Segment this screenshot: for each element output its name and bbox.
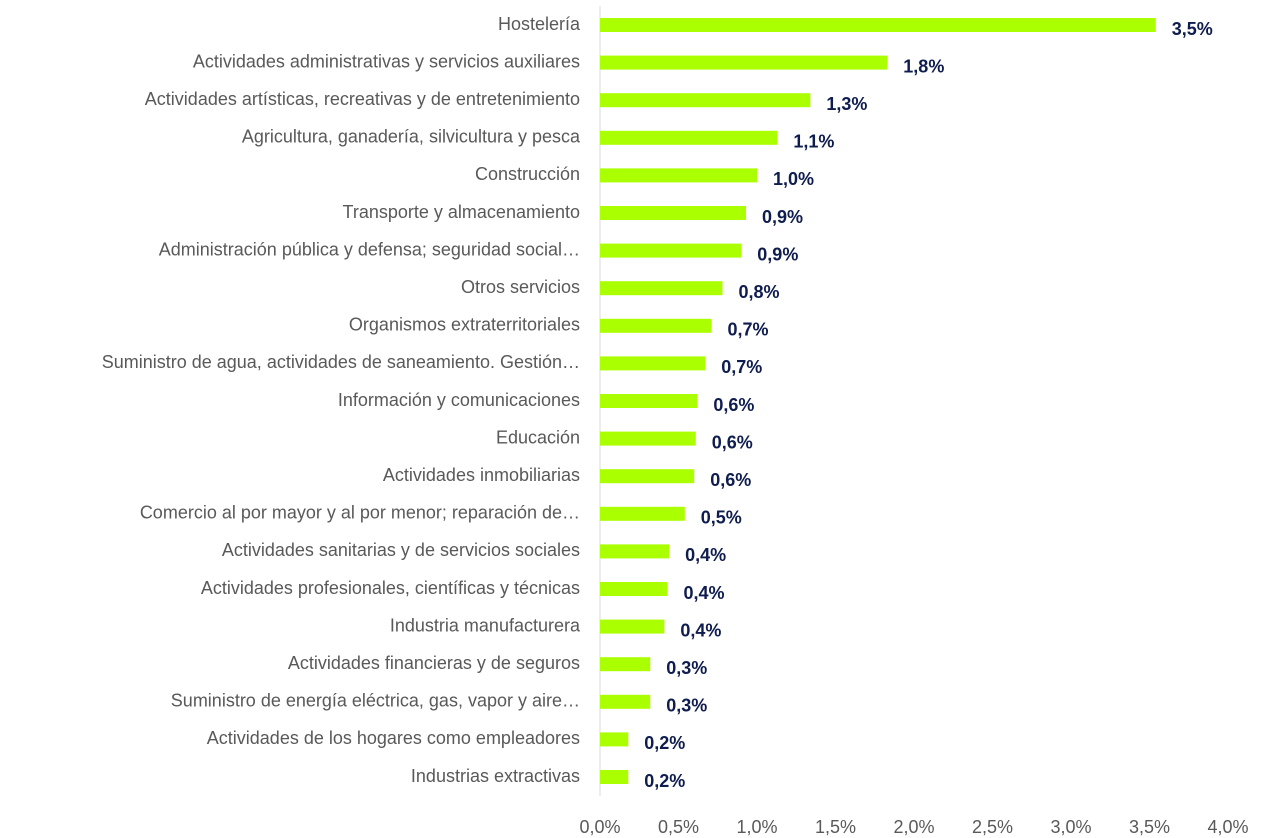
bar [600,93,811,108]
value-label: 1,8% [903,56,944,76]
value-label: 0,2% [644,733,685,753]
x-tick-label: 3,5% [1129,817,1170,837]
bar [600,582,668,596]
bar [600,657,651,672]
value-label: 1,0% [773,169,814,189]
bar [600,619,665,634]
value-label: 0,5% [701,508,742,528]
value-label: 0,7% [727,320,768,340]
category-label: Actividades sanitarias y de servicios so… [222,540,580,560]
bar [600,469,695,484]
bar [600,770,629,784]
category-label: Organismos extraterritoriales [349,315,580,335]
category-label: Agricultura, ganadería, silvicultura y p… [242,127,581,147]
bar [600,394,698,408]
bar [600,544,670,559]
category-label: Actividades de los hogares como empleado… [207,728,580,748]
category-label: Comercio al por mayor y al por menor; re… [140,503,580,523]
value-label: 0,9% [757,244,798,264]
bar [600,206,747,220]
bar [600,130,778,145]
x-tick-label: 0,0% [579,817,620,837]
category-label: Suministro de agua, actividades de sanea… [102,352,580,372]
bar [600,18,1156,32]
value-label: 0,3% [666,658,707,678]
value-label: 0,4% [685,545,726,565]
category-label: Industrias extractivas [411,766,580,786]
category-label: Suministro de energía eléctrica, gas, va… [171,691,580,711]
category-label: Actividades profesionales, científicas y… [201,578,580,598]
value-label: 0,8% [738,282,779,302]
x-tick-label: 1,5% [815,817,856,837]
x-tick-label: 2,0% [893,817,934,837]
value-label: 0,6% [713,395,754,415]
value-label: 0,4% [680,620,721,640]
x-tick-label: 2,5% [972,817,1013,837]
bar [600,506,685,521]
category-label: Administración pública y defensa; seguri… [159,239,580,259]
value-label: 0,4% [684,583,725,603]
category-label: Transporte y almacenamiento [343,202,580,222]
category-label: Actividades administrativas y servicios … [193,51,580,71]
value-label: 0,6% [710,470,751,490]
value-label: 1,3% [826,94,867,114]
bar [600,243,742,258]
bar [600,55,888,70]
value-label: 1,1% [793,132,834,152]
category-label: Actividades inmobiliarias [383,465,580,485]
bar [600,281,723,296]
x-tick-label: 0,5% [658,817,699,837]
value-label: 0,7% [721,357,762,377]
value-label: 0,2% [644,771,685,791]
category-label: Educación [496,427,580,447]
category-label: Otros servicios [461,277,580,297]
x-tick-label: 3,0% [1050,817,1091,837]
bar [600,356,706,371]
category-label: Construcción [475,164,580,184]
bar [600,431,696,446]
category-label: Actividades artísticas, recreativas y de… [145,89,580,109]
x-tick-label: 4,0% [1207,817,1248,837]
category-label: Hostelería [498,14,581,34]
bar [600,732,629,747]
value-label: 0,3% [666,696,707,716]
x-tick-label: 1,0% [736,817,777,837]
category-label: Actividades financieras y de seguros [288,653,580,673]
value-label: 0,6% [712,432,753,452]
category-label: Información y comunicaciones [338,390,580,410]
bar [600,168,757,183]
bar [600,318,712,333]
value-label: 3,5% [1172,19,1213,39]
value-label: 0,9% [762,207,803,227]
bar [600,694,651,709]
category-label: Industria manufacturera [390,615,581,635]
